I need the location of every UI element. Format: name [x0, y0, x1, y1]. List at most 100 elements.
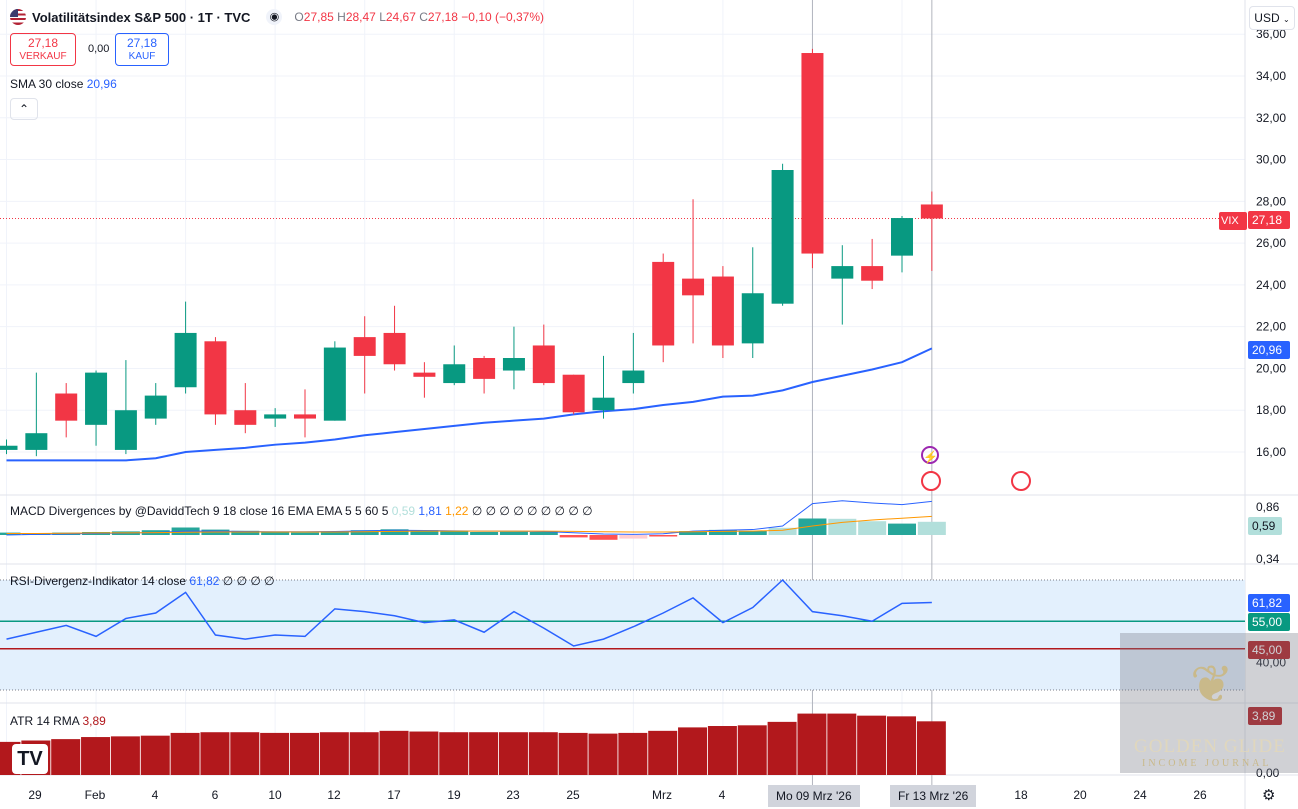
macd-legend[interactable]: MACD Divergences by @DaviddTech 9 18 clo… [10, 504, 593, 518]
us-flag-icon [10, 9, 26, 25]
candle-body [234, 410, 257, 425]
time-tick-label: 25 [566, 788, 580, 802]
atr-bar [319, 732, 349, 775]
rsi-legend[interactable]: RSI-Divergenz-Indikator 14 close 61,82 ∅… [10, 574, 275, 588]
atr-bar [290, 732, 319, 775]
atr-bar [200, 732, 230, 775]
macd-histogram-bar [649, 535, 678, 537]
time-tick-label: Mrz [652, 788, 672, 802]
buy-button[interactable]: 27,18 KAUF [115, 33, 169, 66]
time-tick-label: 20 [1073, 788, 1087, 802]
tradingview-logo[interactable]: TV [12, 744, 48, 774]
candle-body [413, 372, 436, 377]
macd-histogram-bar [768, 527, 797, 535]
candle-body [294, 414, 316, 419]
macd-value-1: 0,59 [391, 504, 416, 518]
watermark-line2: INCOME JOURNAL [1142, 758, 1272, 769]
macd-histogram-bar [380, 529, 409, 535]
ohlc-l-label: L [379, 10, 386, 24]
crosshair-date-1: Mo 09 Mrz '26 [768, 785, 860, 807]
rsi-line [6, 578, 932, 647]
last-price-tag: 27,18 [1248, 211, 1290, 229]
sell-button[interactable]: 27,18 VERKAUF [10, 33, 76, 66]
currency-select[interactable]: USD ⌄ [1249, 6, 1295, 30]
macd-histogram-bar [738, 530, 767, 535]
us-flag-event-icon[interactable] [921, 471, 941, 491]
price-tick-label: 30,00 [1256, 153, 1286, 167]
rsi-tag: 61,82 [1248, 594, 1290, 612]
sma-legend[interactable]: SMA 30 close 20,96 [10, 77, 117, 91]
atr-bar [797, 713, 827, 775]
atr-bar [648, 730, 678, 775]
collapse-legend-button[interactable]: ⌃ [10, 98, 38, 120]
sma-30-line [6, 347, 933, 462]
candle-body [443, 364, 466, 384]
candle-body [592, 397, 615, 411]
price-tick-label: 24,00 [1256, 278, 1286, 292]
candle-body [771, 170, 794, 304]
buy-price: 27,18 [126, 36, 158, 50]
gear-icon[interactable]: ⚙ [1262, 787, 1276, 804]
atr-bar [498, 732, 528, 775]
price-tick-label: 16,00 [1256, 445, 1286, 459]
atr-bar [916, 721, 946, 775]
candle-body [114, 410, 137, 450]
candle-body [622, 370, 645, 384]
price-tick-label: 34,00 [1256, 69, 1286, 83]
price-axis: 36,00 34,00 32,00 30,00 28,00 26,00 24,00 22,00… [1256, 27, 1286, 780]
crosshair-date-2: Fr 13 Mrz '26 [890, 785, 977, 807]
candle-body [353, 337, 376, 356]
candle-body [323, 347, 346, 421]
sma-label: SMA 30 close [10, 77, 84, 91]
time-tick-label: 4 [719, 788, 726, 802]
candle-body [711, 276, 734, 346]
ohlc-change: −0,10 (−0,37%) [461, 10, 545, 24]
us-flag-event-icon-2[interactable] [1011, 471, 1031, 491]
watermark-overlay: ❦ GOLDEN GLIDE INCOME JOURNAL [1120, 633, 1298, 773]
macd-signal-line [6, 515, 932, 534]
time-tick-label: 18 [1014, 788, 1028, 802]
candle-body [383, 332, 406, 365]
sell-label: VERKAUF [19, 51, 67, 62]
symbol-title[interactable]: Volatilitätsindex S&P 500 · 1T · TVC [32, 9, 251, 25]
time-tick-label: 10 [268, 788, 282, 802]
atr-bar [230, 732, 260, 775]
macd-histogram-bar [589, 535, 618, 540]
time-tick-label: 6 [212, 788, 219, 802]
price-tick-label: 28,00 [1256, 194, 1286, 208]
macd-histogram-bar [320, 531, 349, 535]
sma-line [6, 347, 933, 462]
rsi-empty-values: ∅ ∅ ∅ ∅ [222, 574, 275, 588]
macd-histogram-bar [708, 529, 737, 535]
macd-label: MACD Divergences by @DaviddTech 9 18 clo… [10, 504, 389, 518]
ohlc-h-label: H [337, 10, 346, 24]
atr-bar [887, 716, 916, 775]
atr-bar [51, 739, 81, 775]
visibility-eye-icon[interactable]: ◉ [266, 9, 283, 25]
macd-histogram-bar [619, 535, 648, 539]
rsi-label: RSI-Divergenz-Indikator 14 close [10, 574, 187, 588]
time-tick-label: 24 [1133, 788, 1147, 802]
candle-body [741, 293, 764, 344]
price-tick-label: 22,00 [1256, 320, 1286, 334]
sma-value: 20,96 [86, 77, 117, 91]
currency-label: USD [1254, 11, 1280, 25]
macd-empty-values: ∅ ∅ ∅ ∅ ∅ ∅ ∅ ∅ ∅ [471, 504, 593, 518]
candle-body [174, 332, 197, 388]
price-tick-label: 26,00 [1256, 236, 1286, 250]
candle-body [801, 53, 824, 254]
lightning-event-icon[interactable]: ⚡ [921, 446, 939, 464]
macd-histogram-bar [679, 531, 708, 535]
macd-histogram-bar [529, 532, 558, 535]
atr-bar [737, 725, 767, 775]
price-tick-label: 32,00 [1256, 111, 1286, 125]
atr-legend[interactable]: ATR 14 RMA 3,89 [10, 714, 106, 728]
atr-bar [110, 736, 140, 775]
rsi-pane [0, 578, 1245, 691]
macd-tick-label: 0,86 [1256, 500, 1280, 514]
candle-body [144, 395, 167, 419]
candle-body [0, 445, 18, 450]
macd-histogram-bar [559, 535, 588, 538]
macd-histogram-bar [440, 531, 469, 535]
